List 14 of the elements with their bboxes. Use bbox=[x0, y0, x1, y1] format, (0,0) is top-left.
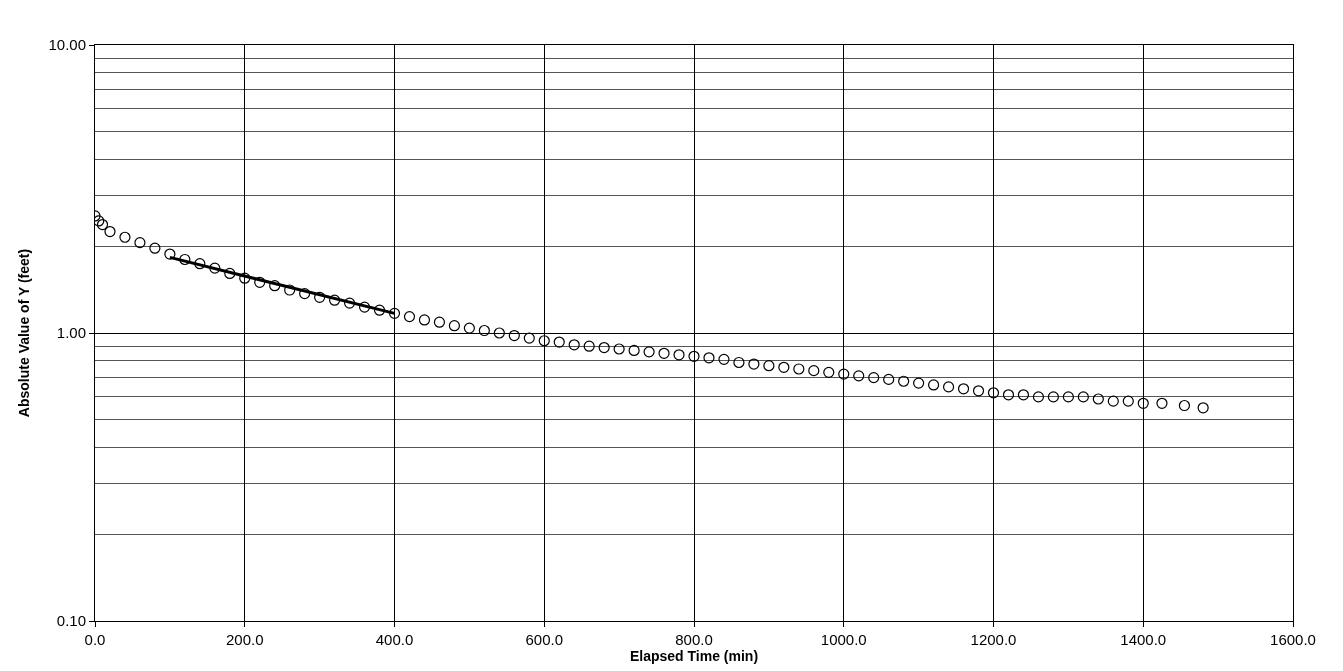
x-tick-label: 400.0 bbox=[375, 631, 414, 648]
x-tick-label: 200.0 bbox=[225, 631, 264, 648]
x-tick-label: 1200.0 bbox=[970, 631, 1017, 648]
y-axis-title: Absolute Value of Y (feet) bbox=[16, 248, 33, 418]
y-tick-label: 10.00 bbox=[48, 36, 86, 54]
x-tick-label: 600.0 bbox=[525, 631, 564, 648]
x-tick-label: 1600.0 bbox=[1270, 631, 1316, 648]
x-axis-title: Elapsed Time (min) bbox=[629, 648, 759, 664]
y-tick-label: 0.10 bbox=[56, 612, 86, 630]
x-tick-label: 1400.0 bbox=[1120, 631, 1167, 648]
x-tick-label: 0.0 bbox=[84, 631, 106, 648]
x-tick-label: 800.0 bbox=[675, 631, 713, 648]
x-tick-label: 1000.0 bbox=[820, 631, 867, 648]
y-tick-label: 1.00 bbox=[56, 324, 86, 342]
